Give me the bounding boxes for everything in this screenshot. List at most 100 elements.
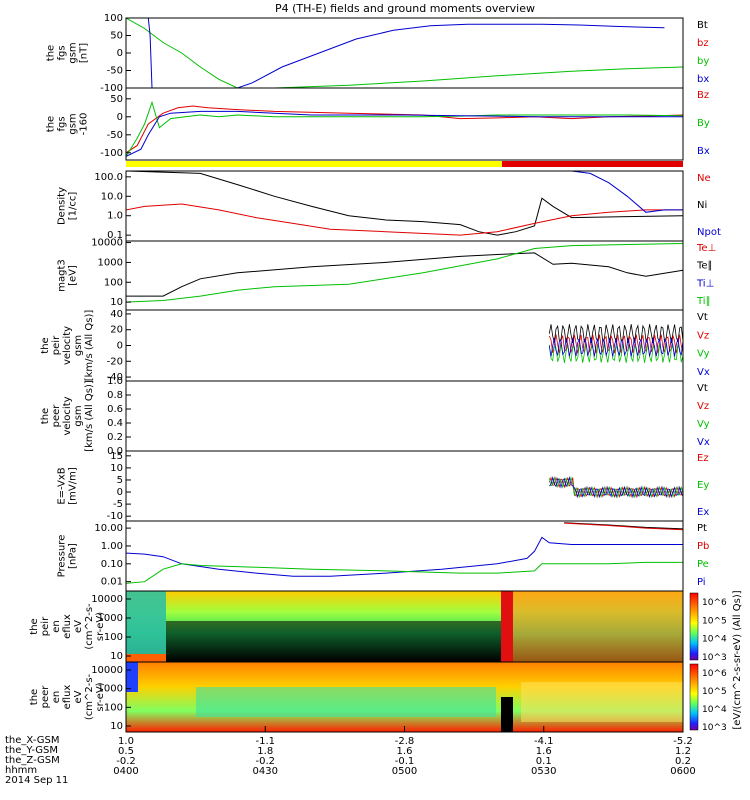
legend-4-0: Vt: [697, 312, 708, 323]
xtick-label-3-0: 0400: [113, 766, 138, 777]
ylabel-line-4-4: [km/s (All Qs)]: [84, 310, 95, 382]
series-By-panel-1: [125, 100, 684, 157]
ylabel-8: the peir en eflux eV (cm^2-s-sr-eV): [29, 603, 106, 650]
ylabel-line-1-1: fgs: [57, 116, 68, 131]
legend-1-2: Bx: [697, 146, 710, 157]
ytick-label-4-3: -20: [107, 356, 123, 367]
ylabel-line-5-0: the: [40, 408, 51, 424]
legend-6-1: Ey: [697, 480, 709, 491]
ytick-label-6-1: 10: [110, 463, 123, 474]
panel-frame-6: [125, 450, 684, 522]
ylabel-line-9-2: en: [51, 691, 62, 704]
ytick-label-9-1: 1000: [98, 684, 123, 695]
ytick-label-6-3: 0: [117, 487, 123, 498]
legend-4-2: Vy: [697, 349, 710, 360]
ylabel-4: the peir velocity gsm [km/s (All Qs)]: [40, 310, 95, 382]
legend-0-0: Bt: [697, 20, 708, 31]
legend-5-1: Vz: [697, 401, 709, 412]
xtick-label-1-4: 1.2: [675, 746, 691, 757]
legend-2-2: Npot: [697, 227, 721, 238]
legend-7-2: Pe: [697, 559, 709, 570]
legend-6-0: Ez: [697, 453, 709, 464]
ylabel-line-8-1: peir: [40, 616, 51, 636]
ylabel-0: the fgs gsm [nT]: [46, 42, 90, 63]
xtick-label-0-2: -2.8: [395, 736, 415, 747]
panel-frame-5: [125, 380, 684, 452]
ytick-label-7-1: 1.00: [101, 541, 123, 552]
series-Ni-panel-2: [125, 170, 684, 236]
ylabel-line-7-0: Pressure: [57, 535, 68, 578]
xtick-label-2-3: 0.1: [536, 756, 552, 767]
ytick-label-4-1: 20: [110, 325, 123, 336]
xtick-label-0-0: 1.0: [118, 736, 134, 747]
velocity-noise-0: [548, 324, 684, 344]
xaxis-row-label-time: hhmm: [5, 765, 38, 776]
ylabel-line-8-0: the: [29, 618, 40, 634]
xaxis-row-label-z: the_Z-GSM: [5, 755, 60, 766]
series-Te-panel-3: [126, 252, 684, 297]
ytick-label-6-0: 15: [110, 451, 123, 462]
ylabel-line-0-1: fgs: [57, 45, 68, 60]
x-axis-labels: the_X-GSM the_Y-GSM the_Z-GSM hhmm 2014 …: [0, 736, 750, 800]
legend-1-0: Bz: [697, 90, 709, 101]
colorbar-tick-8-2: 10^4: [702, 635, 727, 645]
ytick-label-9-2: 100: [104, 702, 123, 713]
ylabel-line-5-4: [km/s (All Qs)]: [84, 380, 95, 452]
xaxis-row-label-x: the_X-GSM: [5, 735, 60, 746]
xtick-label-3-4: 0600: [670, 766, 695, 777]
spectrogram-patch-8-d: [513, 591, 683, 662]
panel-frame-4: [125, 309, 684, 382]
ylabel-line-5-3: gsm: [73, 405, 84, 426]
series-Bx-panel-1: [125, 110, 683, 157]
ytick-label-2-2: 1.0: [107, 211, 123, 222]
ylabel-1: the fgs gsm -160: [46, 113, 90, 136]
legend-0-3: bx: [697, 74, 709, 85]
ylabel-line-9-0: the: [29, 689, 40, 705]
ytick-label-5-1: 0.8: [107, 390, 123, 401]
ytick-label-3-3: 10: [110, 297, 123, 308]
ylabel-7: Pressure [nPa]: [57, 535, 79, 578]
xtick-label-0-3: -4.1: [534, 736, 554, 747]
ylabel-line-8-3: eflux: [62, 614, 73, 639]
ylabel-line-7-1: [nPa]: [68, 543, 79, 569]
ylabel-line-3-0: magt3: [57, 259, 68, 292]
legend-4-1: Vz: [697, 330, 709, 341]
ytick-label-8-2: 100: [104, 632, 123, 643]
series-bz_spike-panel-0: [147, 17, 153, 89]
ylabel-line-9-5: (cm^2-s-: [84, 673, 95, 720]
ytick-label-5-0: 1.0: [107, 376, 123, 387]
series-Pb-panel-7: [564, 522, 684, 531]
ylabel-3: magt3 [eV]: [57, 259, 79, 292]
mode-bar-yellow: [126, 161, 502, 167]
legend-0-2: by: [697, 56, 709, 67]
ylabel-line-2-1: [1/cc]: [68, 192, 79, 221]
efield-noise-1: [548, 476, 684, 499]
ytick-label-7-0: 10.00: [94, 523, 123, 534]
colorbar-tick-9-1: 10^5: [702, 687, 727, 697]
xtick-label-1-2: 1.6: [397, 746, 413, 757]
spectrogram-patch-8-c: [501, 591, 513, 662]
spectrogram-patch-9-c: [501, 697, 513, 732]
ytick-label-6-2: 5: [117, 475, 123, 486]
ytick-label-6-5: -10: [107, 511, 123, 522]
series-Ne-panel-2: [125, 203, 683, 236]
colorbar-8: [689, 592, 699, 661]
ylabel-2: Density [1/cc]: [57, 187, 79, 225]
xaxis-row-label-y: the_Y-GSM: [5, 745, 59, 756]
legend-5-3: Vx: [697, 437, 710, 448]
ylabel-line-6-1: [mV/m]: [68, 467, 79, 505]
mode-bar-red: [501, 161, 683, 167]
colorbar-tick-8-1: 10^5: [702, 616, 727, 626]
legend-4-3: Vx: [697, 367, 710, 378]
colorbar-tick-8-3: 10^3: [702, 653, 727, 663]
ylabel-line-8-6: sr-eV): [95, 612, 106, 641]
colorbar-tick-9-0: 10^6: [702, 669, 727, 679]
ylabel-line-0-0: the: [46, 45, 57, 61]
legend-7-3: Pi: [697, 577, 706, 588]
ytick-label-3-0: 10000: [91, 238, 123, 249]
ylabel-line-1-2: gsm: [68, 113, 79, 134]
panel-frame-2: [125, 170, 684, 242]
xtick-label-1-0: 0.5: [118, 746, 134, 757]
series-bx-panel-0: [163, 23, 665, 89]
ytick-label-8-1: 1000: [98, 613, 123, 624]
